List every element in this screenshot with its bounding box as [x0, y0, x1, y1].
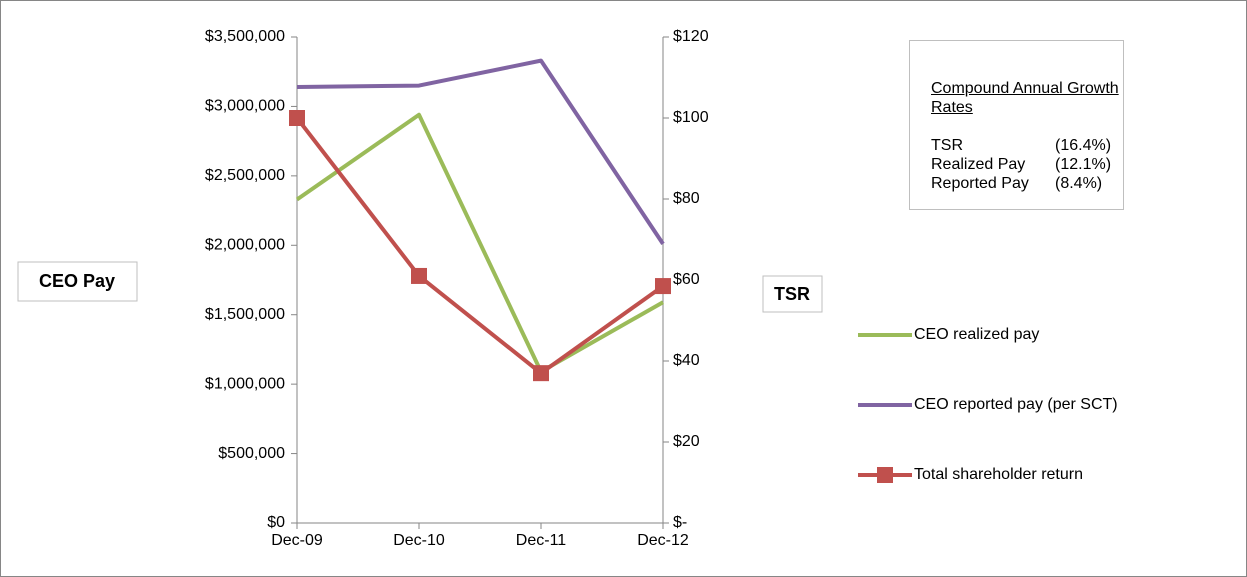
growth-label: Realized Pay — [931, 156, 1026, 173]
growth-label: TSR — [931, 137, 963, 154]
y2-tick-label: $60 — [673, 271, 700, 288]
y-tick-label: $3,500,000 — [205, 28, 285, 45]
legend-label: Total shareholder return — [914, 466, 1083, 483]
x-tick-label: Dec-10 — [393, 532, 445, 549]
series-line — [295, 112, 664, 374]
y2-tick-label: $20 — [673, 433, 700, 450]
legend-marker — [877, 467, 893, 483]
y2-axis-title-box — [762, 275, 823, 313]
series-marker — [289, 110, 305, 126]
y-tick-label: $3,000,000 — [205, 98, 285, 115]
y-tick-label: $1,000,000 — [205, 375, 285, 392]
series-marker — [411, 267, 427, 284]
text-box-row: Reported Pay (8.4%) — [931, 174, 1123, 193]
text-box-title: Compound Annual Growth Rates — [931, 80, 1119, 116]
text-box: Compound Annual Growth Rates TSR (16.4%) R… — [909, 40, 1124, 210]
y-tick-label: $2,500,000 — [205, 167, 285, 184]
text-box-row: Realized Pay (12.1%) — [931, 155, 1123, 174]
series-marker — [533, 365, 549, 382]
series-line — [295, 116, 665, 376]
growth-rate: (16.4%) — [1055, 137, 1112, 154]
y-tick-label: $2,000,000 — [205, 237, 285, 254]
y2-tick-label: $- — [673, 514, 687, 531]
y2-tick-label: $40 — [673, 352, 700, 369]
y-axis-title-box — [17, 261, 138, 302]
legend-label: CEO realized pay — [914, 326, 1039, 343]
text-box-row: TSR (16.4%) — [931, 136, 1123, 155]
growth-rate: (12.1%) — [1055, 156, 1112, 173]
x-tick-label: Dec-12 — [637, 532, 689, 549]
y2-axis-title: TSR — [774, 284, 810, 304]
legend-label: CEO reported pay (per SCT) — [914, 396, 1118, 413]
growth-rate: (8.4%) — [1055, 175, 1103, 192]
growth-label: Reported Pay — [931, 175, 1029, 192]
y2-tick-label: $120 — [673, 28, 709, 45]
series-line — [296, 58, 665, 246]
x-tick-label: Dec-11 — [516, 532, 566, 549]
y-tick-label: $500,000 — [218, 445, 285, 462]
y2-tick-label: $100 — [673, 109, 709, 126]
y-tick-label: $0 — [267, 514, 285, 531]
y-axis-title: CEO Pay — [39, 271, 115, 291]
y2-tick-label: $80 — [673, 190, 700, 207]
y-tick-label: $1,500,000 — [205, 306, 285, 323]
x-tick-label: Dec-09 — [271, 532, 323, 549]
series-marker — [655, 278, 671, 295]
